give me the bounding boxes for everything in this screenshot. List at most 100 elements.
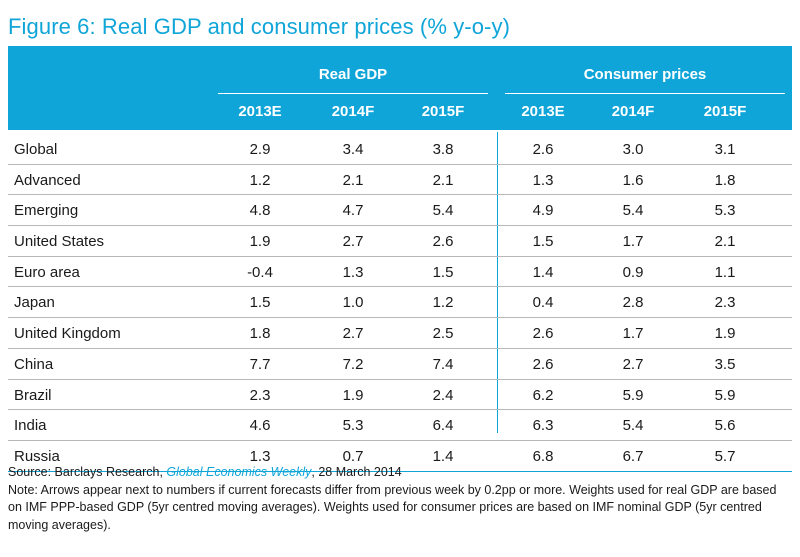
table-cell: 3.0 xyxy=(622,141,644,158)
row-label: Russia xyxy=(14,447,60,465)
table-cell: 5.4 xyxy=(432,202,454,220)
table-cell: 5.9 xyxy=(622,386,644,404)
table-cell: 0.9 xyxy=(622,263,644,281)
table-cell: 1.1 xyxy=(714,263,736,281)
table-cell: 6.4 xyxy=(432,417,454,435)
row-label: India xyxy=(14,417,47,435)
source-publication: Global Economics Weekly xyxy=(166,465,312,479)
table-cell: 1.8 xyxy=(714,171,736,189)
table-cell: 1.8 xyxy=(249,325,271,343)
table-cell: 5.4 xyxy=(622,202,644,220)
table-row: United States 1.9 2.7 2.6 1.5 1.7 2.1 xyxy=(8,226,792,257)
table-cell: -0.4 xyxy=(247,263,273,281)
col-head: 2013E xyxy=(238,103,282,120)
table-cell: 1.4 xyxy=(532,263,554,281)
table-cell: 2.9 xyxy=(249,141,271,158)
footnote: Source: Barclays Research, Global Econom… xyxy=(8,464,792,534)
table-cell: 3.5 xyxy=(714,355,736,373)
table-row: Global 2.9 3.4 3.8 2.6 3.0 3.1 xyxy=(8,134,792,165)
row-label: China xyxy=(14,355,54,373)
row-label: United Kingdom xyxy=(14,325,121,343)
row-label: Emerging xyxy=(14,202,79,220)
table-cell: 4.6 xyxy=(249,417,271,435)
table-cell: 2.6 xyxy=(532,325,554,343)
table-cell: 1.7 xyxy=(622,325,644,343)
table-cell: 1.3 xyxy=(532,171,554,189)
table-row: Brazil 2.3 1.9 2.4 6.2 5.9 5.9 xyxy=(8,380,792,411)
table-cell: 1.3 xyxy=(249,447,271,465)
table-cell: 1.7 xyxy=(622,233,644,251)
table-cell: 2.7 xyxy=(342,325,364,343)
table-cell: 2.3 xyxy=(714,294,736,312)
table-cell: 1.9 xyxy=(249,233,271,251)
table-cell: 2.1 xyxy=(342,171,364,189)
source-date: , 28 March 2014 xyxy=(311,465,402,479)
row-label: Euro area xyxy=(14,263,80,281)
group-rule-consumer-prices xyxy=(505,93,785,94)
row-label: Advanced xyxy=(14,171,81,189)
table-cell: 5.6 xyxy=(714,417,736,435)
table-cell: 2.7 xyxy=(342,233,364,251)
group-rule-real-gdp xyxy=(218,93,488,94)
table-cell: 6.2 xyxy=(532,386,554,404)
data-table: Real GDP Consumer prices 2013E 2014F 201… xyxy=(8,46,792,472)
table-cell: 3.1 xyxy=(714,141,736,158)
table-header: Real GDP Consumer prices 2013E 2014F 201… xyxy=(8,48,792,130)
table-cell: 7.7 xyxy=(249,355,271,373)
table-cell: 5.7 xyxy=(714,447,736,465)
table-cell: 2.3 xyxy=(249,386,271,404)
table-cell: 2.5 xyxy=(432,325,454,343)
table-cell: 5.3 xyxy=(342,417,364,435)
figure-title: Figure 6: Real GDP and consumer prices (… xyxy=(8,14,511,39)
table-cell: 5.3 xyxy=(714,202,736,220)
table-cell: 7.2 xyxy=(342,355,364,373)
table-cell: 1.4 xyxy=(432,447,454,465)
source-line: Source: Barclays Research, Global Econom… xyxy=(8,464,792,482)
group-real-gdp: Real GDP xyxy=(318,66,388,83)
col-head: 2015F xyxy=(703,103,747,120)
table-cell: 5.4 xyxy=(622,417,644,435)
table-row: Advanced 1.2 2.1 2.1 1.3 1.6 1.8 xyxy=(8,165,792,196)
table-cell: 6.7 xyxy=(622,447,644,465)
table-cell: 0.4 xyxy=(532,294,554,312)
table-cell: 6.3 xyxy=(532,417,554,435)
table-cell: 3.4 xyxy=(342,141,364,158)
table-cell: 1.9 xyxy=(714,325,736,343)
table-cell: 2.6 xyxy=(432,233,454,251)
table-cell: 1.5 xyxy=(249,294,271,312)
table-cell: 4.8 xyxy=(249,202,271,220)
table-row: China 7.7 7.2 7.4 2.6 2.7 3.5 xyxy=(8,349,792,380)
table-cell: 2.6 xyxy=(532,141,554,158)
table-cell: 1.6 xyxy=(622,171,644,189)
table-row: Japan 1.5 1.0 1.2 0.4 2.8 2.3 xyxy=(8,287,792,319)
table-cell: 1.5 xyxy=(432,263,454,281)
table-row: Euro area -0.4 1.3 1.5 1.4 0.9 1.1 xyxy=(8,257,792,288)
row-label: Brazil xyxy=(14,386,52,404)
note-text: Note: Arrows appear next to numbers if c… xyxy=(8,482,777,532)
table-cell: 1.3 xyxy=(342,263,364,281)
col-head: 2015F xyxy=(421,103,465,120)
table-cell: 2.7 xyxy=(622,355,644,373)
col-head: 2014F xyxy=(331,103,375,120)
table-cell: 2.4 xyxy=(432,386,454,404)
table-cell: 4.7 xyxy=(342,202,364,220)
table-cell: 1.9 xyxy=(342,386,364,404)
table-cell: 7.4 xyxy=(432,355,454,373)
group-consumer-prices: Consumer prices xyxy=(583,66,707,83)
table-cell: 1.5 xyxy=(532,233,554,251)
row-label: United States xyxy=(14,233,105,251)
table-row: India 4.6 5.3 6.4 6.3 5.4 5.6 xyxy=(8,410,792,441)
table-cell: 2.8 xyxy=(622,294,644,312)
table-row: Russia 1.3 0.7 1.4 6.8 6.7 5.7 xyxy=(8,441,792,472)
row-label: Global xyxy=(14,141,58,158)
table-cell: 1.0 xyxy=(342,294,364,312)
table-row: Emerging 4.8 4.7 5.4 4.9 5.4 5.3 xyxy=(8,195,792,227)
col-head: 2014F xyxy=(611,103,655,120)
column-separator xyxy=(497,132,498,433)
col-head: 2013E xyxy=(521,103,565,120)
row-label: Japan xyxy=(14,294,55,312)
source-prefix: Source: Barclays Research, xyxy=(8,465,167,479)
table-cell: 4.9 xyxy=(532,202,554,220)
table-cell: 5.9 xyxy=(714,386,736,404)
table-cell: 3.8 xyxy=(432,141,454,158)
